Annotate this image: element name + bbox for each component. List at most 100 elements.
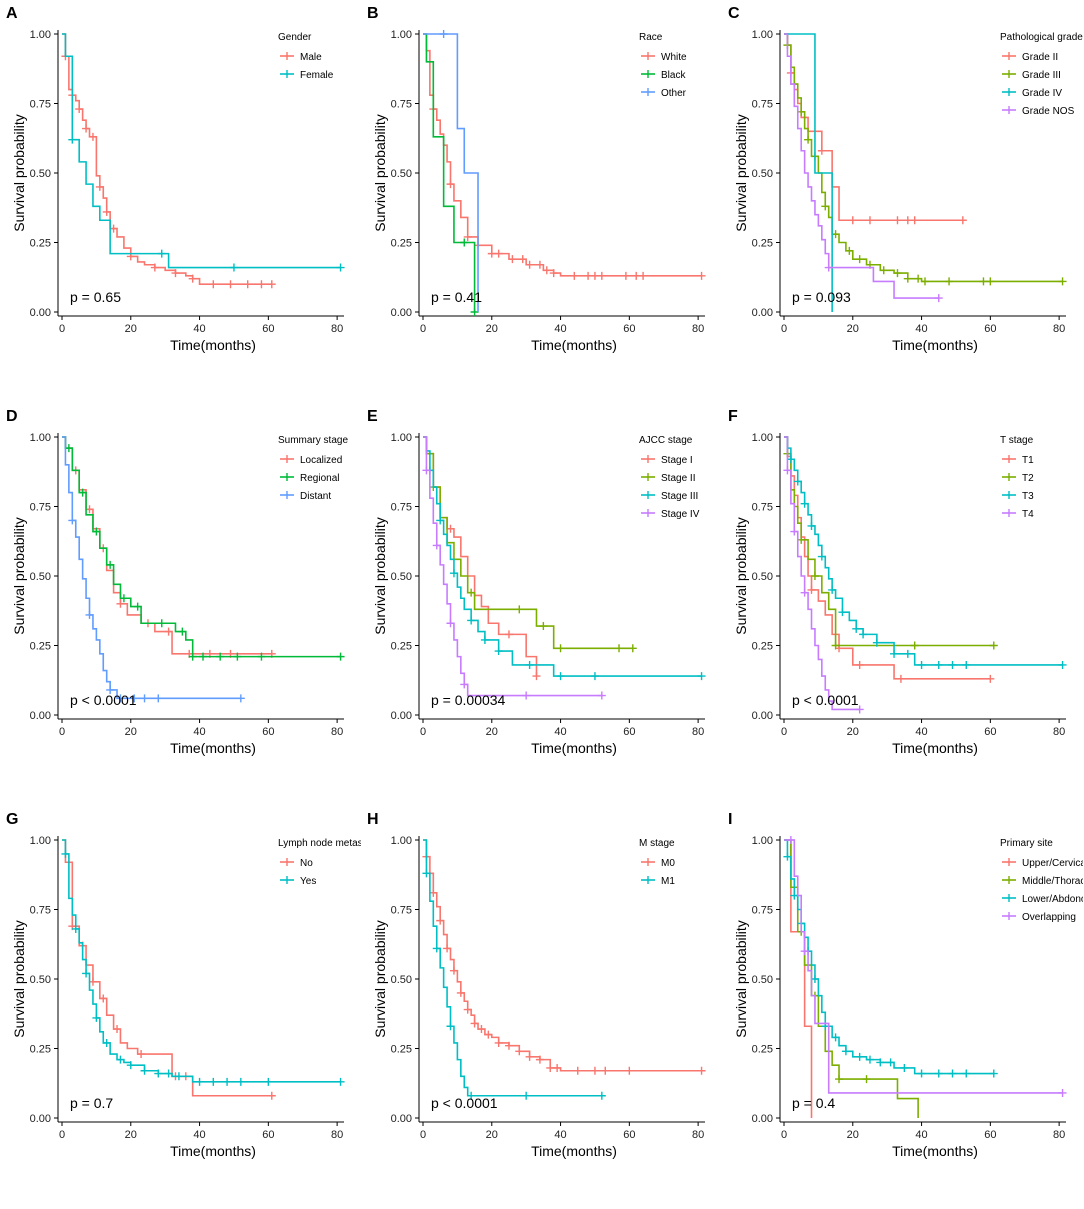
x-tick-label: 0 [781,1129,787,1141]
p-value-label: p = 0.093 [792,289,851,305]
censor-mark [164,627,173,636]
x-tick-label: 60 [984,726,996,738]
censor-mark [467,1091,476,1100]
y-tick-label: 0.75 [30,502,51,514]
y-tick-label: 1.00 [752,432,773,444]
y-tick-label: 0.75 [30,905,51,917]
y-tick-label: 0.50 [30,168,51,180]
x-tick-label: 60 [623,1129,635,1141]
censor-mark [549,269,558,278]
censor-mark [546,1063,555,1072]
panel-f-svg: F 0.00 0.25 0.50 0.75 1.00 0 20 40 60 80 Time(month… [728,408,1067,756]
censor-mark [487,249,496,258]
y-tick-label: 0.25 [391,641,412,653]
censor-mark [82,969,91,978]
censor-mark [601,1066,610,1075]
censor-mark [257,652,266,661]
censor-mark [102,1038,111,1047]
censor-mark [821,202,830,211]
y-tick-label: 1.00 [30,835,51,847]
censor-mark [494,249,503,258]
y-tick-label: 0.50 [391,168,412,180]
censor-mark [553,1063,562,1072]
km-curve-grade-iv [784,33,833,312]
censor-mark [85,610,94,619]
legend-title: T stage [1000,435,1034,446]
censor-mark [171,269,180,278]
censor-mark [1058,1088,1067,1097]
censor-mark [917,660,926,669]
censor-mark [436,516,445,525]
y-tick-label: 0.25 [391,238,412,250]
censor-mark [140,694,149,703]
censor-mark [422,466,431,475]
censor-mark [962,1069,971,1078]
censor-mark [855,705,864,714]
km-curve-t1 [784,436,991,680]
censor-mark [216,652,225,661]
censor-mark [979,277,988,286]
censor-mark [917,1069,926,1078]
legend-label: T3 [1022,491,1034,502]
legend-title: AJCC stage [639,435,693,446]
y-tick-label: 0.75 [752,502,773,514]
panel-a: A 0.00 0.25 0.50 0.75 1.00 0 20 40 60 80 Time(month… [0,0,361,403]
km-curve-grade-nos [784,33,939,299]
legend-label: Grade II [1022,52,1058,63]
censor-mark [484,1030,493,1039]
legend-label: Lower/Abdonominal [1022,894,1083,905]
censor-mark [879,266,888,275]
censor-mark [532,672,541,681]
censor-mark [986,277,995,286]
censor-mark [446,619,455,628]
censor-mark [449,569,458,578]
y-tick-label: 0.25 [30,238,51,250]
censor-mark [597,271,606,280]
y-axis-title: Survival probability [372,114,388,232]
x-axis-title: Time(months) [531,337,617,353]
censor-mark [494,647,503,656]
censor-mark [439,30,448,38]
x-tick-label: 80 [331,726,343,738]
legend-label: Distant [300,491,331,502]
censor-mark [446,1022,455,1031]
y-tick-label: 1.00 [752,29,773,41]
censor-mark [336,263,345,272]
x-tick-label: 0 [781,726,787,738]
p-value-label: p < 0.0001 [431,1095,498,1111]
censor-mark [934,1069,943,1078]
censor-mark [900,1063,909,1072]
censor-mark [1058,660,1067,669]
x-tick-label: 60 [262,323,274,335]
censor-mark [463,1005,472,1014]
censor-mark [157,249,166,258]
censor-mark [71,924,80,933]
p-value-label: p < 0.0001 [792,692,859,708]
x-tick-label: 20 [486,323,498,335]
y-tick-label: 0.50 [30,974,51,986]
censor-mark [223,1077,232,1086]
censor-mark [934,660,943,669]
censor-mark [786,836,795,844]
censor-mark [556,644,565,653]
panel-letter: E [367,408,378,425]
censor-mark [257,280,266,289]
y-axis-title: Survival probability [11,114,27,232]
x-tick-label: 0 [59,323,65,335]
km-curve-m1 [423,839,602,1097]
censor-mark [137,1050,146,1059]
censor-mark [463,232,472,241]
censor-mark [865,216,874,225]
legend-label: Other [661,88,687,99]
censor-mark [783,466,792,475]
censor-mark [477,1025,486,1034]
censor-mark [800,499,809,508]
x-tick-label: 20 [125,1129,137,1141]
censor-mark [859,630,868,639]
y-tick-label: 1.00 [30,29,51,41]
panel-d-svg: D 0.00 0.25 0.50 0.75 1.00 0 20 40 60 80 Time(month… [6,408,348,756]
censor-mark [432,541,441,550]
censor-mark [504,630,513,639]
censor-mark [865,1055,874,1064]
censor-mark [456,988,465,997]
